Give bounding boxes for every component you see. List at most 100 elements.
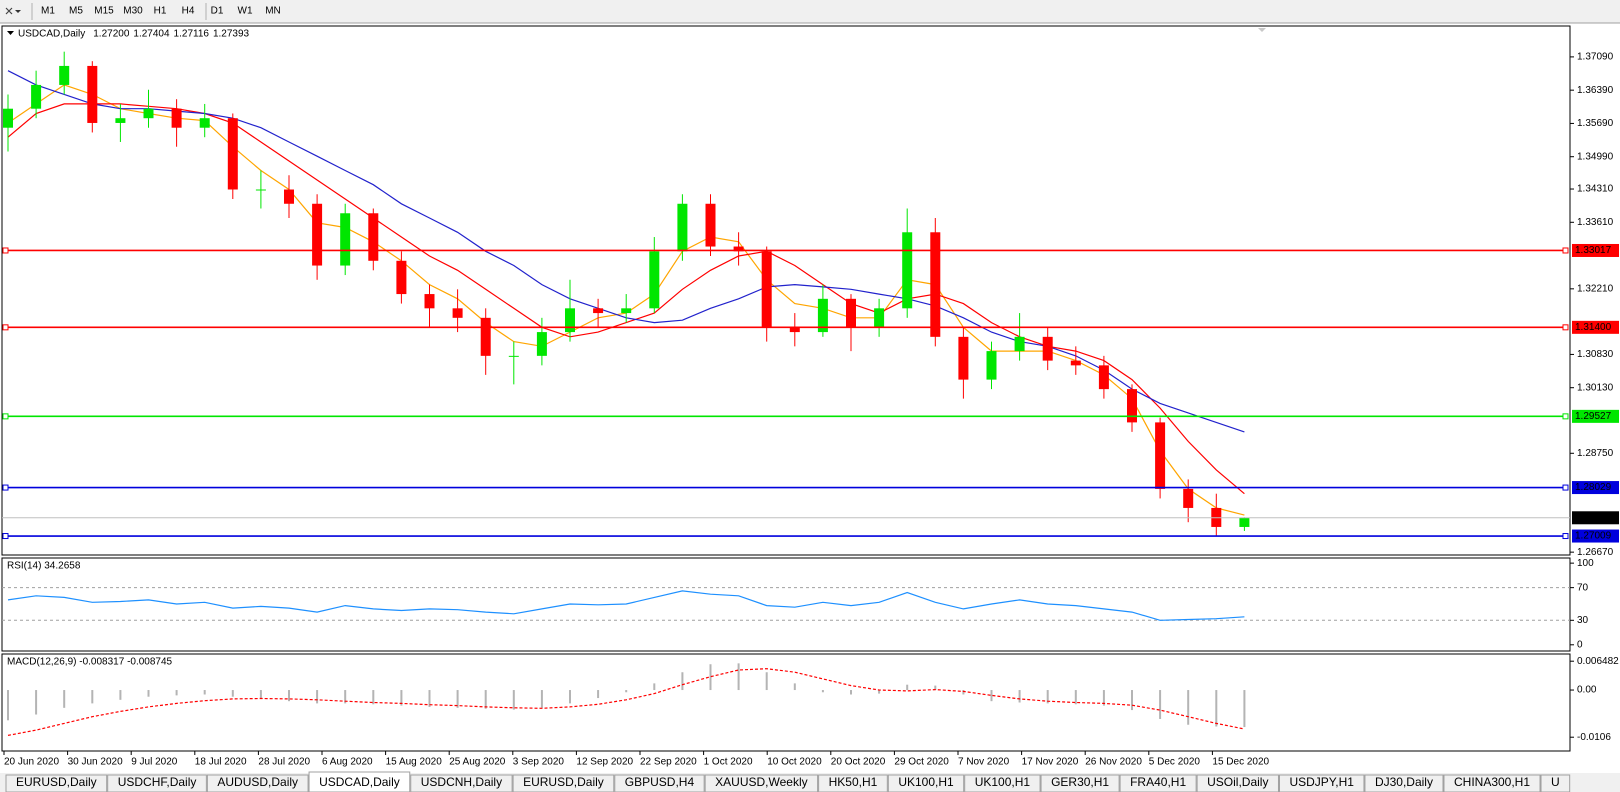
- macd-bar: [625, 690, 628, 693]
- tab[interactable]: [107, 774, 207, 792]
- tab[interactable]: [1364, 774, 1444, 792]
- macd-bar: [1243, 690, 1246, 728]
- tab[interactable]: [1040, 774, 1120, 792]
- tab-label[interactable]: USOil,Daily: [1207, 775, 1268, 789]
- candle-body: [1098, 365, 1109, 390]
- tab[interactable]: [964, 774, 1041, 792]
- macd-bar: [428, 690, 431, 707]
- macd-bar: [175, 690, 178, 696]
- macd-bar: [231, 690, 234, 697]
- level-handle[interactable]: [1562, 247, 1569, 254]
- tab-label[interactable]: EURUSD,Daily: [523, 775, 604, 789]
- tab[interactable]: [887, 774, 965, 792]
- candle-body: [3, 108, 13, 128]
- timeframe-button[interactable]: D1: [211, 6, 224, 17]
- tab-label[interactable]: GER30,H1: [1051, 775, 1109, 789]
- candle-body: [143, 108, 154, 119]
- ohlc-value: 1.27116: [174, 29, 210, 40]
- toolbar-icon[interactable]: [5, 7, 13, 15]
- macd-bar: [1187, 690, 1190, 725]
- candle-body: [1183, 488, 1194, 508]
- level-handle[interactable]: [1562, 324, 1569, 331]
- macd-bar: [400, 690, 403, 706]
- candle-body: [1042, 336, 1053, 361]
- tab-label[interactable]: UK100,H1: [975, 775, 1031, 789]
- macd-bar: [850, 690, 852, 695]
- macd-bar: [91, 690, 94, 704]
- timeframe-button[interactable]: M1: [41, 6, 55, 17]
- ohlc-value: 1.27393: [213, 29, 250, 40]
- tab[interactable]: [818, 774, 888, 792]
- timeframe-button[interactable]: M30: [123, 6, 143, 17]
- tab-label[interactable]: EURUSD,Daily: [16, 775, 97, 789]
- ohlc-value: 1.27200: [93, 29, 130, 40]
- level-tag-label: 1.28029: [1575, 482, 1612, 493]
- timeframe-button[interactable]: H1: [154, 6, 167, 17]
- candle-body: [115, 118, 126, 123]
- tab-label[interactable]: USDJPY,H1: [1289, 775, 1354, 789]
- macd-bar: [63, 690, 66, 708]
- tab[interactable]: [1540, 774, 1571, 792]
- tab-label[interactable]: AUDUSD,Daily: [217, 775, 298, 789]
- moving-average: [7, 70, 1245, 433]
- x-tick-label: 6 Aug 2020: [322, 757, 373, 768]
- tab-label[interactable]: GBPUSD,H4: [625, 775, 695, 789]
- macd-bar: [1159, 690, 1162, 719]
- level-handle[interactable]: [2, 484, 9, 491]
- x-tick-label: 15 Dec 2020: [1212, 757, 1269, 768]
- candle-body: [649, 251, 660, 309]
- tab[interactable]: [1196, 774, 1279, 792]
- tab-label[interactable]: USDCAD,Daily: [319, 775, 400, 789]
- x-tick-label: 20 Jun 2020: [4, 757, 59, 768]
- tab[interactable]: [410, 774, 513, 792]
- tab[interactable]: [704, 774, 819, 792]
- tab-label[interactable]: USDCHF,Daily: [118, 775, 197, 789]
- tab-active[interactable]: [308, 771, 411, 792]
- y-tick-label: 1.37090: [1577, 52, 1614, 63]
- level-handle[interactable]: [1562, 533, 1569, 540]
- tab[interactable]: [1278, 774, 1365, 792]
- tab-label[interactable]: FRA40,H1: [1130, 775, 1186, 789]
- timeframe-button[interactable]: M15: [94, 6, 114, 17]
- candle-body: [452, 308, 463, 318]
- tab-label[interactable]: UK100,H1: [898, 775, 954, 789]
- level-handle[interactable]: [2, 413, 9, 420]
- level-handle[interactable]: [2, 324, 9, 331]
- toolbar-dropdown[interactable]: [15, 10, 21, 13]
- tab[interactable]: [614, 774, 705, 792]
- candle-body: [480, 317, 491, 356]
- candle-body: [1239, 517, 1250, 527]
- level-handle[interactable]: [1562, 413, 1569, 420]
- timeframe-button[interactable]: H4: [182, 6, 195, 17]
- level-handle[interactable]: [1562, 484, 1569, 491]
- timeframe-button[interactable]: M5: [69, 6, 83, 17]
- timeframe-button[interactable]: W1: [238, 6, 253, 17]
- tab-label[interactable]: XAUUSD,Weekly: [715, 775, 807, 789]
- macd-bar: [1131, 690, 1133, 711]
- level-handle[interactable]: [2, 247, 9, 254]
- y-tick-label: 1.33610: [1577, 217, 1614, 228]
- tab-label[interactable]: DJ30,Daily: [1375, 775, 1433, 789]
- tab[interactable]: [1119, 774, 1197, 792]
- candle-body: [368, 213, 379, 261]
- tab[interactable]: [1443, 774, 1541, 792]
- candle-body: [677, 203, 688, 252]
- x-tick-label: 10 Oct 2020: [767, 757, 822, 768]
- tab-label[interactable]: HK50,H1: [829, 775, 878, 789]
- moving-average: [7, 103, 1245, 495]
- level-handle[interactable]: [2, 533, 9, 540]
- tab-label[interactable]: USDCNH,Daily: [421, 775, 502, 789]
- current-price-label: 1.27393: [1575, 512, 1612, 523]
- tab[interactable]: [512, 774, 615, 792]
- tab[interactable]: [5, 774, 108, 792]
- current-price-tag: [1572, 511, 1619, 525]
- title-arrow: [7, 31, 14, 35]
- y-tick-label: 1.32210: [1577, 283, 1614, 294]
- tab[interactable]: [206, 774, 309, 792]
- tab-label[interactable]: CHINA300,H1: [1454, 775, 1530, 789]
- y-tick-label: 1.28750: [1577, 448, 1614, 459]
- tab-label[interactable]: U: [1551, 775, 1560, 789]
- candle-body: [227, 118, 238, 190]
- timeframe-button[interactable]: MN: [265, 6, 281, 17]
